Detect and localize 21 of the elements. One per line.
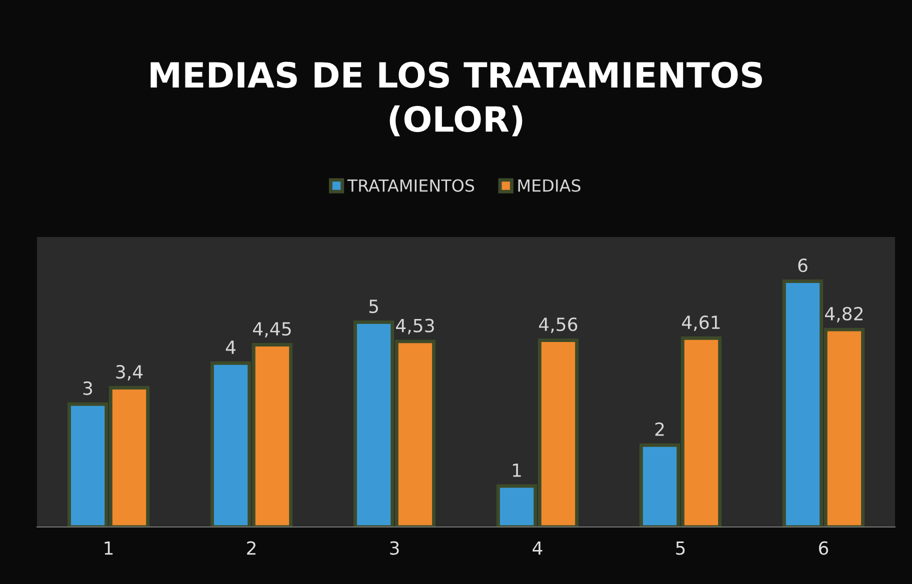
data-label: 3,4 xyxy=(116,365,143,381)
data-label: 4,45 xyxy=(253,322,291,338)
x-tick-label: 5 xyxy=(676,541,685,555)
data-label: 4,53 xyxy=(396,318,434,334)
chart-title: MEDIAS DE LOS TRATAMIENTOS (OLOR) xyxy=(150,62,762,136)
legend-label: MEDIAS xyxy=(518,179,580,192)
x-tick-label: 2 xyxy=(247,541,256,555)
data-label: 4 xyxy=(226,340,236,354)
legend-label: TRATAMIENTOS xyxy=(347,179,474,192)
data-label: 2 xyxy=(655,422,664,436)
data-label: 4,56 xyxy=(539,318,578,334)
x-tick-label: 4 xyxy=(532,541,542,555)
x-tick-label: 1 xyxy=(104,541,113,555)
data-label: 4,61 xyxy=(682,315,720,331)
data-label: 4,82 xyxy=(825,306,863,322)
x-tick-label: 3 xyxy=(390,541,399,555)
data-label: 1 xyxy=(513,464,521,477)
x-tick-label: 6 xyxy=(819,541,828,555)
data-label: 3 xyxy=(83,381,92,396)
data-label: 5 xyxy=(369,300,378,314)
data-label: 6 xyxy=(798,258,808,272)
